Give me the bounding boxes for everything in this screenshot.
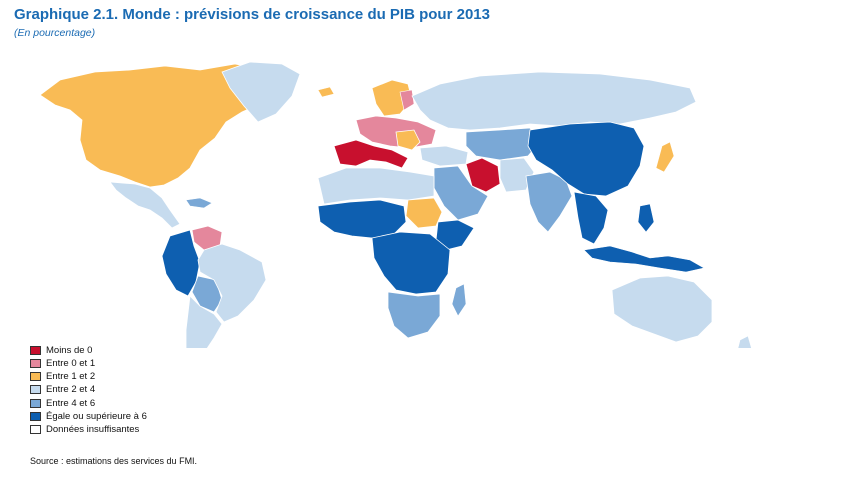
region-australia (611, 275, 713, 343)
legend-item: Entre 2 et 4 (30, 384, 147, 396)
legend-item: Moins de 0 (30, 344, 147, 356)
legend-swatch (30, 398, 41, 408)
legend-label: Données insuffisantes (46, 424, 140, 436)
region-southeast-asia (573, 191, 609, 245)
source-note: Source : estimations des services du FMI… (30, 456, 198, 466)
legend-item: Entre 0 et 1 (30, 357, 147, 369)
region-andes-north (161, 229, 201, 297)
legend-swatch (30, 345, 41, 355)
legend-swatch (30, 411, 41, 421)
region-japan (655, 141, 675, 173)
region-iceland (317, 86, 335, 98)
region-finland (399, 89, 415, 111)
region-central-asia (465, 127, 541, 161)
region-middle-east (433, 165, 489, 221)
legend-label: Égale ou supérieure à 6 (46, 410, 147, 422)
region-eastern-europe (395, 129, 421, 151)
legend-swatch (30, 372, 41, 382)
region-new-zealand (737, 335, 752, 348)
world-map (39, 61, 752, 348)
region-turkey-caucasus (419, 145, 469, 167)
region-mexico-central-america (109, 181, 181, 229)
legend: Moins de 0 Entre 0 et 1 Entre 1 et 2 Ent… (30, 344, 147, 437)
chart-title: Graphique 2.1. Monde : prévisions de cro… (14, 6, 490, 23)
legend-swatch (30, 425, 41, 435)
region-southern-cone (185, 295, 223, 348)
region-caribbean (185, 197, 213, 209)
legend-label: Moins de 0 (46, 344, 93, 356)
legend-item: Entre 1 et 2 (30, 371, 147, 383)
region-russia (411, 71, 697, 131)
legend-label: Entre 4 et 6 (46, 397, 96, 409)
legend-swatch (30, 358, 41, 368)
region-india (525, 171, 573, 233)
region-sudan (405, 197, 443, 229)
legend-label: Entre 2 et 4 (46, 384, 96, 396)
region-north-america (39, 63, 273, 188)
chart-subtitle: (En pourcentage) (14, 27, 96, 39)
legend-label: Entre 1 et 2 (46, 371, 96, 383)
region-southern-europe (333, 139, 409, 169)
region-philippines (637, 203, 655, 233)
legend-item: Entre 4 et 6 (30, 397, 147, 409)
legend-item: Données insuffisantes (30, 424, 147, 436)
legend-item: Égale ou supérieure à 6 (30, 410, 147, 422)
region-north-africa (317, 167, 435, 205)
region-china (527, 121, 645, 197)
legend-swatch (30, 385, 41, 395)
region-central-africa (371, 231, 451, 295)
region-south-asia-west (499, 157, 535, 193)
region-madagascar (451, 283, 467, 317)
region-southern-africa (387, 291, 441, 339)
region-brazil (197, 243, 267, 323)
region-indonesia (583, 245, 705, 273)
region-west-africa (317, 199, 407, 239)
region-greenland (221, 61, 301, 123)
legend-label: Entre 0 et 1 (46, 357, 96, 369)
